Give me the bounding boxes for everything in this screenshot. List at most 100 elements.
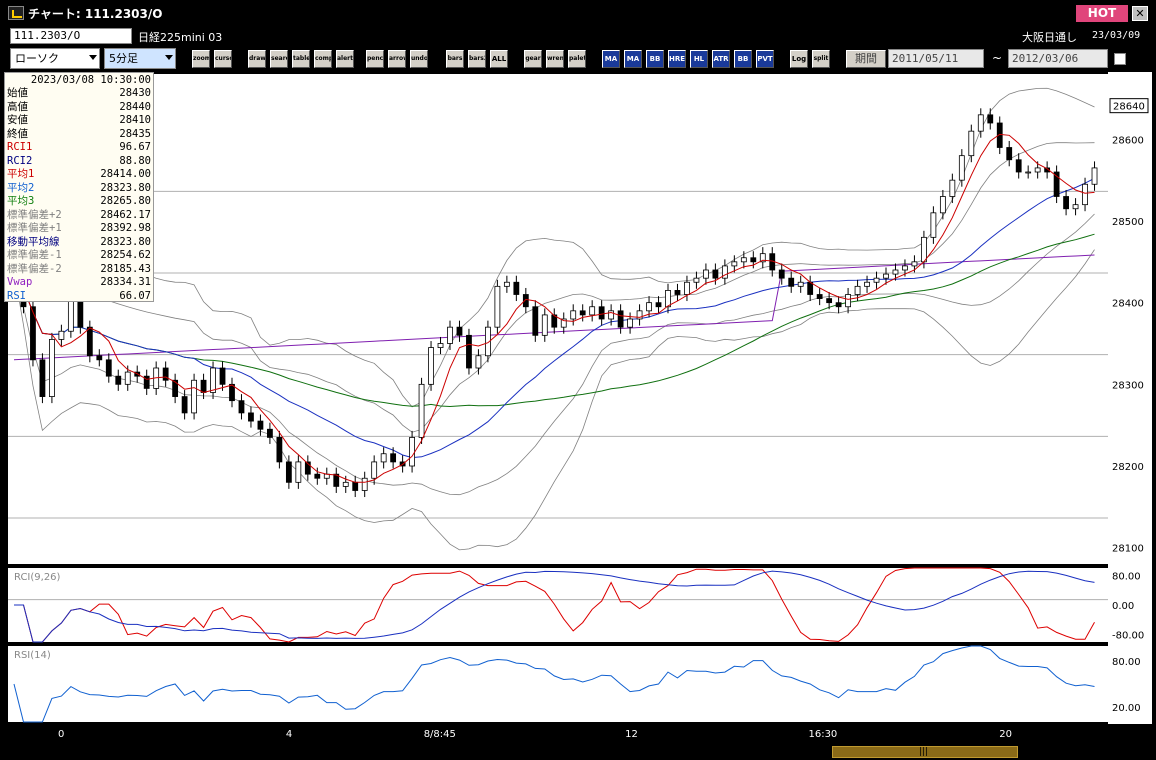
rci-tick-label: 80.00	[1112, 571, 1141, 582]
bollinger-band-line	[13, 249, 1095, 551]
chart-type-select[interactable]: ローソク	[10, 48, 100, 69]
candle-body	[390, 453, 397, 463]
horizontal-scrollbar[interactable]: |||	[4, 744, 1152, 760]
atr-icon[interactable]: ATR	[712, 50, 730, 68]
price-tick-label: 28200	[1112, 462, 1144, 473]
candle-body	[636, 310, 643, 320]
chevron-down-icon	[165, 55, 173, 60]
candle-body	[238, 400, 245, 414]
candle-body	[674, 290, 681, 295]
price-panel	[8, 74, 1108, 564]
info-label: RSI	[7, 289, 26, 302]
time-tick-label: 12	[625, 729, 638, 740]
bollinger-icon[interactable]: BB	[646, 50, 664, 68]
info-label: RCI1	[7, 141, 33, 153]
period-checkbox[interactable]	[1114, 53, 1126, 65]
candle-body	[921, 236, 927, 263]
split-icon[interactable]: split	[812, 50, 830, 68]
hl-icon[interactable]: HL	[690, 50, 708, 68]
bb2-icon[interactable]: BB	[734, 50, 752, 68]
info-row: RCI1 96.67	[7, 141, 153, 154]
bar-icon[interactable]: bars	[446, 50, 464, 68]
candle-body	[248, 412, 254, 422]
candle-body	[219, 367, 226, 385]
candle-body	[570, 310, 577, 320]
candle-body	[1006, 147, 1013, 161]
info-row: 平均1 28414.00	[7, 168, 153, 181]
info-label: 始値	[7, 87, 28, 99]
zoom-icon[interactable]: zoom	[192, 50, 210, 68]
log-icon[interactable]: Log	[790, 50, 808, 68]
period-button[interactable]: 期間	[846, 50, 886, 68]
candle-body	[902, 265, 908, 271]
ma-icon[interactable]: MA	[602, 50, 620, 68]
candle-body	[854, 285, 861, 295]
info-row: 平均2 28323.80	[7, 182, 153, 195]
candle-body	[797, 281, 804, 287]
time-tick-label: 0	[58, 729, 64, 740]
info-label: 移動平均線	[7, 235, 60, 248]
price-tick-label: 28600	[1112, 135, 1144, 146]
table-icon[interactable]: table	[292, 50, 310, 68]
current-date: 23/03/09	[1092, 30, 1141, 41]
candle-body	[646, 302, 652, 312]
candle-body	[181, 396, 188, 414]
drawline-icon[interactable]: drawline	[248, 50, 266, 68]
info-row: 標準偏差+2 28462.17	[7, 209, 153, 222]
symbol-input[interactable]: 111.2303/O	[10, 28, 132, 44]
info-row: RCI2 88.80	[7, 155, 153, 168]
info-value: 66.07	[119, 289, 151, 302]
symbol-row: 111.2303/O 日経225mini 03 大阪日通し 23/03/09	[4, 27, 1152, 46]
rci1-line	[14, 567, 1095, 643]
grip-icon: |||	[919, 747, 929, 757]
candle-body	[977, 114, 984, 132]
interval-select[interactable]: 5分足	[104, 48, 176, 69]
price-chart[interactable]: 28600 28500 28400 28300 28200 28100 28640 80.00…	[4, 72, 1152, 724]
candle-body	[617, 310, 624, 328]
candle-body	[352, 481, 359, 491]
hot-button[interactable]: HOT	[1076, 5, 1128, 22]
candle-body	[835, 302, 842, 308]
pencil-icon[interactable]: pencil	[366, 50, 384, 68]
candle-body	[996, 122, 1003, 148]
candle-body	[276, 437, 283, 463]
date-from-input[interactable]: 2011/05/11	[888, 49, 984, 68]
all-icon[interactable]: ALL	[490, 50, 508, 68]
undo-icon[interactable]: undo	[410, 50, 428, 68]
info-label: 平均1	[7, 168, 35, 180]
toolbar: ローソク 5分足 zoomcursor drawlinesearchtableco…	[4, 47, 1152, 71]
crosshair-icon[interactable]: cursor	[214, 50, 232, 68]
hre-icon[interactable]: HRE	[668, 50, 686, 68]
candle-body	[883, 273, 889, 279]
pvt-icon[interactable]: PVT	[756, 50, 774, 68]
compare-icon[interactable]: compare	[314, 50, 332, 68]
palette-icon[interactable]: palette	[568, 50, 586, 68]
candle-body	[778, 269, 785, 279]
time-tick-label: 8/8:45	[424, 729, 456, 740]
bar2-icon[interactable]: bars2	[468, 50, 486, 68]
candle-body	[873, 277, 880, 283]
time-tick-label: 4	[286, 729, 292, 740]
candle-body	[684, 281, 690, 295]
rsi-tick-label: 80.00	[1112, 657, 1141, 668]
close-icon[interactable]: ✕	[1132, 6, 1148, 21]
candle-body	[1053, 171, 1060, 197]
scrollbar-thumb[interactable]: |||	[832, 746, 1018, 758]
alert-icon[interactable]: alert	[336, 50, 354, 68]
candle-body	[721, 265, 728, 279]
gear-icon[interactable]: gear	[524, 50, 542, 68]
date-to-input[interactable]: 2012/03/06	[1008, 49, 1108, 68]
wrench-icon[interactable]: wrench	[546, 50, 564, 68]
candle-body	[522, 294, 529, 308]
arrow-icon[interactable]: arrow	[388, 50, 406, 68]
candle-body	[826, 298, 833, 304]
ma2-icon[interactable]: MA	[624, 50, 642, 68]
info-value: 28430	[119, 87, 151, 99]
bollinger-band-line	[13, 87, 1095, 408]
candle-body	[58, 330, 65, 340]
market-label: 大阪日通し	[1022, 31, 1077, 44]
search-icon[interactable]: search	[270, 50, 288, 68]
chart-area[interactable]: 28600 28500 28400 28300 28200 28100 28640 80.00…	[4, 72, 1152, 724]
candle-body	[143, 375, 150, 389]
